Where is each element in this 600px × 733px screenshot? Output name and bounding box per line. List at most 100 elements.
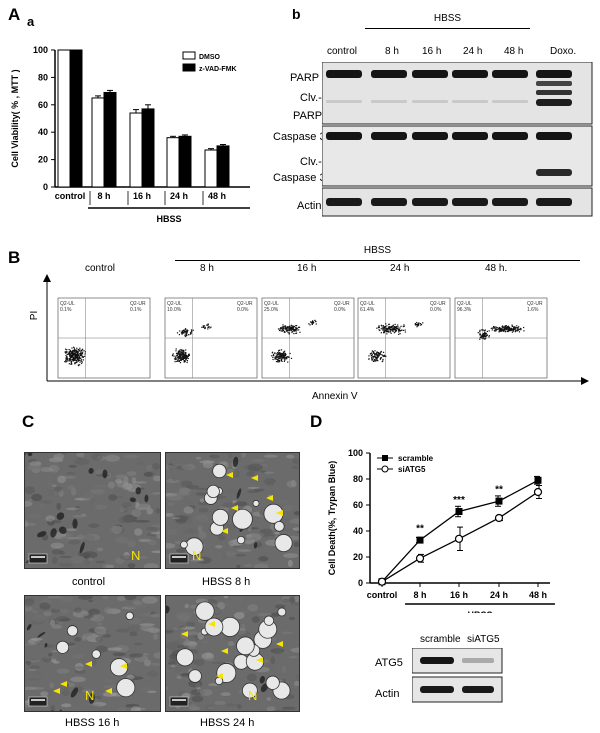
em-texture (91, 453, 104, 461)
flow-event-dot (280, 360, 282, 362)
flow-event-dot (180, 348, 182, 351)
em-texture (246, 673, 257, 682)
em-texture (115, 628, 130, 633)
flow-event-dot (291, 331, 293, 334)
flow-event-dot (83, 350, 85, 352)
flow-event-dot (511, 331, 514, 333)
em-texture (28, 513, 42, 518)
em-texture (194, 692, 201, 695)
flow-event-dot (382, 324, 384, 327)
flow-event-dot (481, 336, 484, 338)
em-texture (50, 658, 57, 663)
flow-event-dot (390, 326, 392, 328)
em-texture (25, 643, 38, 646)
band-caspase3 (326, 132, 362, 140)
flow-event-dot (78, 359, 80, 361)
flow-event-dot (493, 330, 495, 332)
flow-event-dot (517, 328, 519, 331)
flow-event-dot (80, 360, 82, 362)
flow-event-dot (81, 353, 84, 355)
em-texture (225, 703, 238, 707)
flow-event-dot (496, 329, 498, 331)
em-texture (70, 487, 77, 496)
flow-event-dot (184, 328, 187, 330)
flow-event-dot (506, 329, 508, 331)
flow-event-dot (277, 361, 279, 363)
em-texture (293, 510, 299, 516)
flow-event-dot (314, 319, 316, 321)
em-autophagic-vacuole (91, 649, 101, 659)
blot-label-clv-caspase: Clv.- (300, 156, 322, 168)
atg5-band-siatg5 (462, 658, 494, 663)
em-texture (170, 664, 176, 668)
em-texture (38, 501, 45, 510)
em-autophagic-vacuole (195, 601, 215, 621)
x-axis-label: HBSS (156, 214, 181, 224)
em-texture (281, 665, 286, 674)
flow-event-dot (309, 324, 311, 326)
em-texture (290, 602, 299, 606)
em-texture (151, 550, 160, 554)
flow-event-dot (207, 326, 209, 329)
q-ur-value: 0.1% (130, 307, 142, 313)
em-texture (147, 539, 157, 546)
flow-event-dot (283, 354, 285, 357)
y-tick-label: 80 (353, 474, 363, 484)
flow-event-dot (278, 360, 281, 362)
flow-event-dot (67, 360, 69, 362)
flow-event-dot (185, 353, 187, 355)
flow-event-dot (490, 327, 492, 329)
flow-event-dot (279, 354, 281, 356)
flow-event-dot (206, 324, 208, 326)
flow-event-dot (295, 324, 298, 327)
flow-event-dot (66, 359, 69, 361)
flow-event-dot (173, 355, 175, 357)
panel-label-A: A (8, 5, 21, 24)
flow-event-dot (69, 350, 71, 352)
flow-event-dot (288, 356, 290, 358)
em-texture (74, 458, 90, 466)
flow-event-dot (71, 358, 73, 360)
em-texture (296, 673, 299, 681)
em-texture (186, 631, 199, 636)
flow-event-dot (523, 326, 525, 329)
blot-label-parp: PARP (290, 72, 320, 84)
flow-event-dot (65, 354, 67, 357)
flow-event-dot (78, 357, 80, 359)
flow-event-dot (509, 328, 511, 330)
point-scramble-1 (416, 536, 424, 544)
flow-event-dot (377, 352, 380, 354)
flow-event-dot (276, 356, 278, 358)
band-faint (412, 100, 448, 103)
flow-event-dot (69, 355, 71, 358)
em-caption-hbss-16h: HBSS 16 h (65, 717, 120, 729)
em-texture (278, 518, 293, 521)
em-texture (152, 633, 159, 640)
flow-event-dot (186, 356, 188, 358)
em-texture (66, 507, 80, 511)
flow-event-dot (77, 364, 79, 366)
em-texture (95, 636, 104, 642)
flow-event-dot (283, 331, 285, 333)
flow-event-dot (504, 326, 507, 328)
flow-event-dot (75, 356, 78, 358)
flow-event-dot (371, 353, 373, 355)
em-texture (123, 454, 140, 459)
em-texture (68, 539, 81, 545)
point-siatg5-3 (494, 513, 504, 523)
flow-event-dot (414, 324, 417, 326)
em-texture (71, 653, 85, 659)
flow-event-dot (298, 329, 300, 331)
flow-event-dot (171, 354, 174, 357)
band-doxo-clv (536, 81, 572, 86)
flow-event-dot (518, 328, 521, 330)
flow-event-dot (385, 328, 387, 330)
flow-event-dot (315, 323, 317, 325)
em-texture (131, 509, 142, 517)
flow-event-dot (480, 336, 482, 338)
flow-event-dot (370, 353, 372, 355)
em-texture (230, 596, 245, 602)
flow-event-dot (500, 330, 502, 332)
flow-cond-16h: 16 h (297, 263, 317, 274)
flow-event-dot (513, 328, 515, 330)
